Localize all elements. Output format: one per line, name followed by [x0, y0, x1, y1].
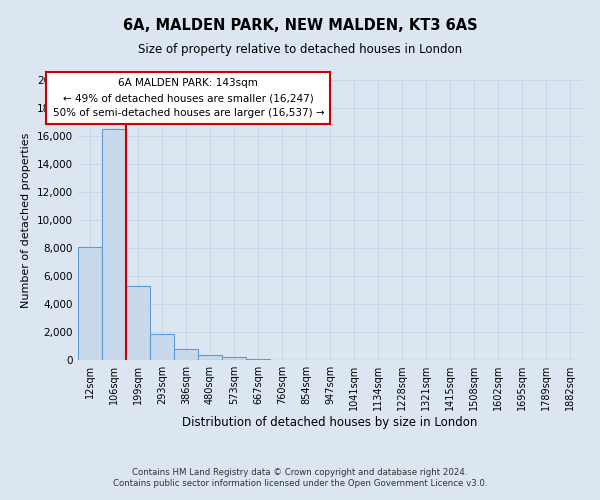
Bar — [246, 359, 270, 360]
X-axis label: Distribution of detached houses by size in London: Distribution of detached houses by size … — [182, 416, 478, 429]
Bar — [126, 286, 150, 360]
Text: 6A, MALDEN PARK, NEW MALDEN, KT3 6AS: 6A, MALDEN PARK, NEW MALDEN, KT3 6AS — [122, 18, 478, 32]
Text: 6A MALDEN PARK: 143sqm
← 49% of detached houses are smaller (16,247)
50% of semi: 6A MALDEN PARK: 143sqm ← 49% of detached… — [53, 78, 324, 118]
Bar — [198, 356, 222, 360]
Bar — [102, 129, 126, 360]
Bar — [78, 246, 102, 360]
Bar — [150, 334, 174, 360]
Y-axis label: Number of detached properties: Number of detached properties — [22, 132, 31, 308]
Bar — [174, 349, 198, 360]
Text: Size of property relative to detached houses in London: Size of property relative to detached ho… — [138, 42, 462, 56]
Text: Contains HM Land Registry data © Crown copyright and database right 2024.
Contai: Contains HM Land Registry data © Crown c… — [113, 468, 487, 487]
Bar — [222, 358, 246, 360]
